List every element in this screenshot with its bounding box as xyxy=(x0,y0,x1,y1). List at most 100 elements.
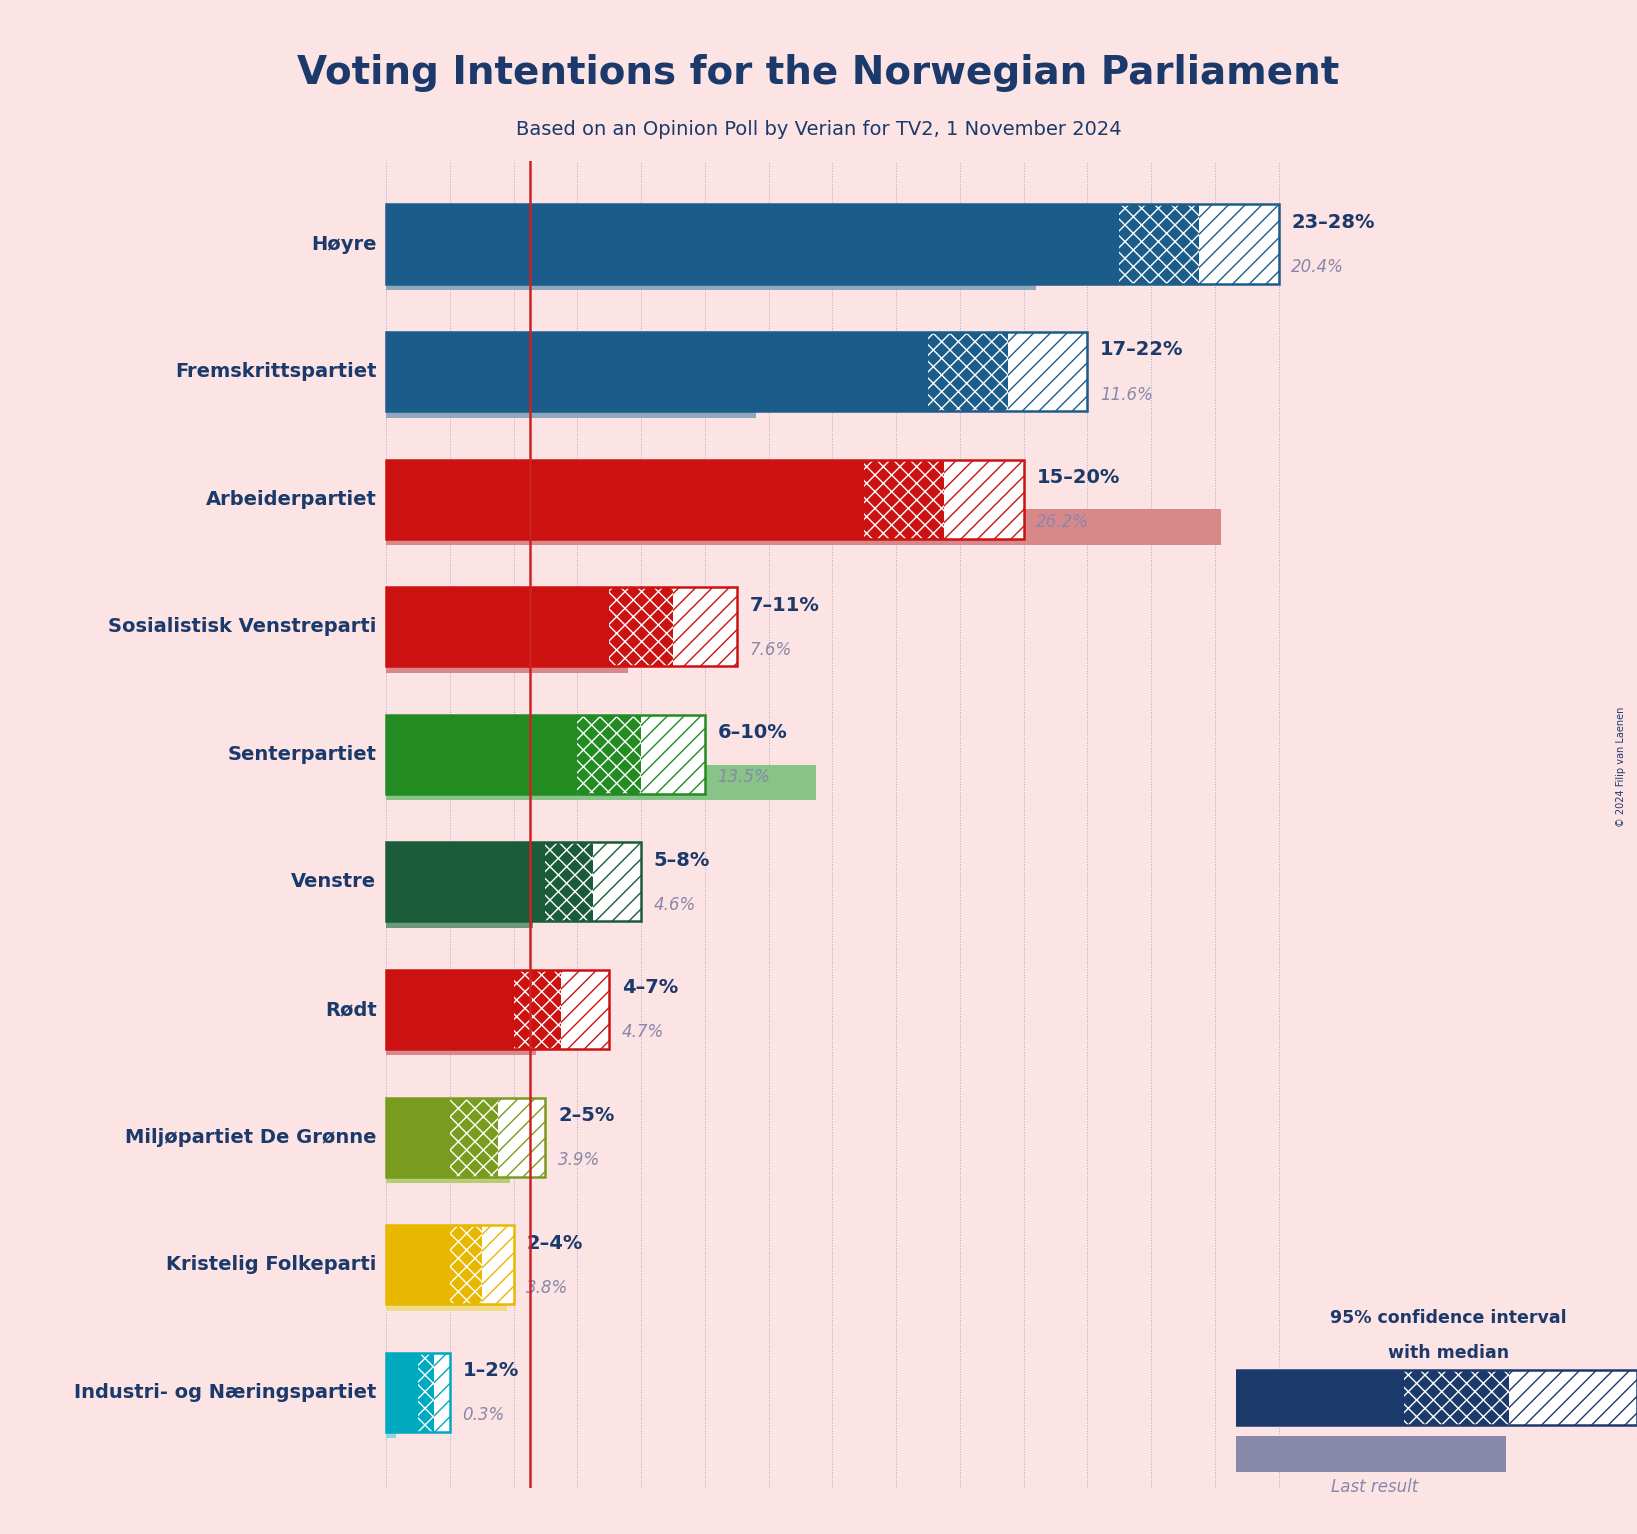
Text: Industri- og Næringspartiet: Industri- og Næringspartiet xyxy=(74,1382,377,1402)
Text: 20.4%: 20.4% xyxy=(1292,258,1344,276)
Bar xyxy=(386,1226,514,1304)
Bar xyxy=(673,588,737,666)
Bar xyxy=(386,1097,545,1177)
Bar xyxy=(561,969,609,1049)
Bar xyxy=(386,1402,396,1439)
Bar xyxy=(386,1353,450,1431)
Text: with median: with median xyxy=(1388,1344,1509,1362)
Bar xyxy=(450,1226,481,1304)
Bar xyxy=(1120,204,1198,284)
Bar xyxy=(386,588,737,666)
Bar xyxy=(386,715,706,795)
Text: Kristelig Folkeparti: Kristelig Folkeparti xyxy=(165,1255,377,1275)
Bar xyxy=(1120,204,1198,284)
Bar xyxy=(1509,1370,1637,1425)
Bar xyxy=(417,1353,434,1431)
Text: 0.3%: 0.3% xyxy=(463,1407,504,1424)
Bar xyxy=(386,842,545,922)
Bar xyxy=(864,460,945,538)
Bar xyxy=(514,969,561,1049)
Bar xyxy=(1198,204,1278,284)
Bar xyxy=(1405,1370,1509,1425)
Text: 4–7%: 4–7% xyxy=(622,979,678,997)
Bar xyxy=(386,255,1036,290)
Bar xyxy=(450,1097,498,1177)
Bar xyxy=(386,764,817,801)
Bar xyxy=(386,460,1023,538)
Bar xyxy=(386,1147,511,1183)
Bar xyxy=(386,509,1221,545)
Bar xyxy=(386,588,609,666)
Bar xyxy=(434,1353,450,1431)
Bar xyxy=(928,331,1008,411)
Bar xyxy=(593,842,642,922)
Text: 4.7%: 4.7% xyxy=(622,1023,665,1042)
Text: 23–28%: 23–28% xyxy=(1292,213,1375,232)
Bar xyxy=(386,969,609,1049)
Text: Senterpartiet: Senterpartiet xyxy=(228,746,377,764)
Bar xyxy=(386,204,1120,284)
Text: Sosialistisk Venstreparti: Sosialistisk Venstreparti xyxy=(108,617,377,637)
Bar xyxy=(386,1020,535,1055)
Bar xyxy=(1405,1370,1509,1425)
Bar xyxy=(1008,331,1087,411)
Text: 13.5%: 13.5% xyxy=(717,769,771,787)
Bar xyxy=(1236,1436,1506,1473)
Bar xyxy=(386,637,629,673)
Bar xyxy=(928,331,1008,411)
Bar xyxy=(1236,1370,1637,1425)
Bar xyxy=(609,588,673,666)
Text: 6–10%: 6–10% xyxy=(717,723,787,742)
Text: 11.6%: 11.6% xyxy=(1100,385,1152,403)
Bar xyxy=(1008,331,1087,411)
Bar xyxy=(642,715,706,795)
Text: Rødt: Rødt xyxy=(324,1000,377,1019)
Bar xyxy=(545,842,593,922)
Text: 3.8%: 3.8% xyxy=(527,1279,568,1296)
Bar xyxy=(386,715,578,795)
Bar xyxy=(593,842,642,922)
Bar xyxy=(498,1097,545,1177)
Bar xyxy=(386,331,928,411)
Text: 7.6%: 7.6% xyxy=(750,641,792,658)
Bar xyxy=(450,1097,498,1177)
Bar xyxy=(386,1275,507,1310)
Bar xyxy=(673,588,737,666)
Bar xyxy=(642,715,706,795)
Bar xyxy=(1198,204,1278,284)
Text: 15–20%: 15–20% xyxy=(1036,468,1120,486)
Text: 3.9%: 3.9% xyxy=(558,1150,601,1169)
Bar xyxy=(434,1353,450,1431)
Bar xyxy=(864,460,945,538)
Bar xyxy=(545,842,593,922)
Bar xyxy=(386,842,642,922)
Text: 1–2%: 1–2% xyxy=(463,1361,519,1381)
Bar xyxy=(609,588,673,666)
Bar xyxy=(945,460,1023,538)
Text: Venstre: Venstre xyxy=(291,873,377,891)
Bar xyxy=(386,969,514,1049)
Bar xyxy=(386,1097,450,1177)
Text: Last result: Last result xyxy=(1331,1477,1419,1496)
Text: 4.6%: 4.6% xyxy=(653,896,696,914)
Text: Fremskrittspartiet: Fremskrittspartiet xyxy=(175,362,377,380)
Bar xyxy=(561,969,609,1049)
Text: © 2024 Filip van Laenen: © 2024 Filip van Laenen xyxy=(1616,707,1626,827)
Bar xyxy=(578,715,642,795)
Bar xyxy=(945,460,1023,538)
Text: 7–11%: 7–11% xyxy=(750,595,820,615)
Bar xyxy=(417,1353,434,1431)
Bar xyxy=(386,382,756,417)
Bar xyxy=(386,1226,450,1304)
Bar xyxy=(450,1226,481,1304)
Bar xyxy=(1236,1370,1405,1425)
Text: Voting Intentions for the Norwegian Parliament: Voting Intentions for the Norwegian Parl… xyxy=(298,54,1339,92)
Text: Arbeiderpartiet: Arbeiderpartiet xyxy=(206,489,377,509)
Text: 95% confidence interval: 95% confidence interval xyxy=(1331,1309,1567,1327)
Text: 2–5%: 2–5% xyxy=(558,1106,614,1124)
Bar xyxy=(386,1353,417,1431)
Bar xyxy=(481,1226,514,1304)
Bar xyxy=(514,969,561,1049)
Text: Based on an Opinion Poll by Verian for TV2, 1 November 2024: Based on an Opinion Poll by Verian for T… xyxy=(516,120,1121,138)
Text: Høyre: Høyre xyxy=(311,235,377,253)
